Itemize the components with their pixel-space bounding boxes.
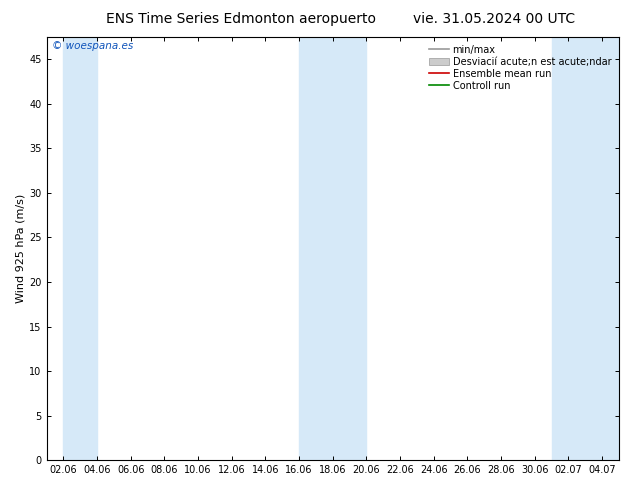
Text: © woespana.es: © woespana.es bbox=[52, 41, 134, 51]
Text: vie. 31.05.2024 00 UTC: vie. 31.05.2024 00 UTC bbox=[413, 12, 576, 26]
Bar bbox=[299, 37, 366, 460]
Y-axis label: Wind 925 hPa (m/s): Wind 925 hPa (m/s) bbox=[15, 194, 25, 303]
Bar bbox=[63, 37, 97, 460]
Bar bbox=[552, 37, 619, 460]
Legend: min/max, Desviacií acute;n est acute;ndar, Ensemble mean run, Controll run: min/max, Desviacií acute;n est acute;nda… bbox=[426, 42, 614, 94]
Text: ENS Time Series Edmonton aeropuerto: ENS Time Series Edmonton aeropuerto bbox=[106, 12, 376, 26]
